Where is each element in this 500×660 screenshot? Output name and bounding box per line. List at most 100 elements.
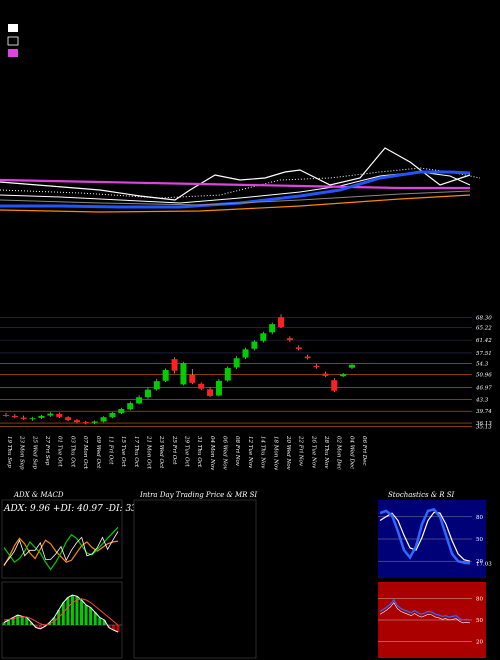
x-tick-label: 11 Fri Oct (107, 436, 113, 465)
x-tick-label: 25 Fri Oct (171, 435, 177, 465)
candle-body (295, 347, 302, 350)
candle-body (331, 380, 338, 391)
panel-adx-title: ADX & MACD (13, 491, 64, 499)
candle-body (207, 389, 214, 396)
price-tick-label: 57.51 (476, 351, 492, 357)
candle-body (304, 356, 311, 359)
panel-intraday: Intra Day Trading Price & MR SI (133, 491, 257, 659)
header-title: (Ni)500 EMAs,Daily,ADX,MACD,R SI,Stochas… (8, 10, 261, 18)
x-tick-label: 02 Mon Dec (336, 436, 342, 470)
mrsi-signal-line (379, 602, 471, 624)
candle-body (109, 412, 116, 418)
candle-body (233, 358, 240, 368)
header-text: (Ni)500 EMAs,Daily,ADX,MACD,R SI,Stochas… (7, 10, 461, 111)
mrsi-line (379, 598, 471, 621)
candle-body (47, 413, 54, 416)
x-tick-label: 18 Mon Nov (272, 436, 278, 471)
x-tick-label: 01 Tue Oct (57, 436, 63, 468)
x-tick-label: 08 Fri Nov (234, 436, 240, 467)
rsi-label: R SI 14/5: 51.98 / 50.54 (7, 70, 92, 78)
x-tick-label: 29 Tue Oct (184, 435, 190, 468)
price-tick-label: 39.74 (476, 409, 492, 415)
adx-lines (3, 526, 119, 571)
intraday-title: Intra Day Trading Price & MR SI (139, 491, 257, 499)
adx-line (3, 531, 119, 566)
candle-body (136, 397, 143, 404)
candle-body (215, 380, 222, 396)
x-tick-label: 31 Thu Oct (196, 436, 202, 468)
ema-white-upper (0, 147, 471, 201)
x-axis-labels: 19 Thu Sep 23 Mon Sep 25 Wed Sep 27 Fri Sep… (6, 435, 367, 471)
x-tick-label: 26 Tue Nov (310, 435, 316, 469)
candle-body (91, 421, 98, 423)
rsi-tick-label: 80 (476, 515, 483, 521)
ema50-label: 50 Day = 50.28 (21, 37, 92, 47)
price-tick-label: 46.97 (475, 385, 492, 391)
macd-label: MACD: 58.48, 55.76, -0.28 C (7, 80, 111, 88)
x-tick-label: 20 Wed Nov (285, 435, 291, 471)
candle-body (100, 417, 107, 422)
ema-blue (0, 170, 471, 209)
candle-body (313, 365, 320, 368)
x-tick-label: 27 Fri Sep (44, 435, 50, 466)
candles (3, 314, 355, 425)
symbol-label: (SAGL) Munoth Cements (372, 10, 461, 18)
x-tick-label: 17 Thu Oct (133, 436, 139, 468)
ema-dotted (0, 167, 481, 199)
candle-body (260, 333, 267, 341)
x-tick-label: 23 Mon Sep (19, 435, 25, 470)
rsi-tick-label: 17.03 (476, 561, 492, 567)
x-tick-label: 06 Fri Dec (361, 436, 367, 465)
price-tick-label: 35.13 (476, 424, 492, 430)
adx-signal-label: ADX signal: BUY Growing @ 9% (7, 103, 123, 111)
x-tick-label: 07 Mon Oct (82, 436, 88, 470)
mrsi-lines: 80 50 20 (378, 596, 483, 646)
x-tick-label: 25 Wed Sep (31, 435, 37, 469)
adx-panel-label: ADX: 9.96 +DI: 40.97 -DI: 33.55 (3, 504, 151, 514)
x-tick-label: 19 Thu Sep (6, 436, 12, 468)
candle-body (269, 324, 276, 333)
price-tick-label: 61.42 (476, 338, 492, 344)
candle-body (38, 415, 45, 418)
rsi-tick-label: 20 (476, 559, 483, 565)
ema-lines (0, 147, 481, 213)
price-grid: 68.30 65.22 61.42 57.51 54.3 50.96 46.97 43.3 39… (0, 316, 492, 430)
close-label: CL: 55.65 (162, 12, 216, 25)
x-tick-label: 15 Tue Oct (120, 436, 126, 468)
stochastics-slow-line (379, 511, 471, 562)
candle-body (322, 373, 329, 376)
minus-di-line (3, 537, 119, 567)
candle-body (3, 414, 9, 416)
mrsi-tick-label: 20 (476, 640, 483, 646)
candle-body (118, 409, 125, 413)
candle-body (349, 364, 355, 368)
candle-body (82, 422, 89, 424)
x-tick-label: 03 Thu Oct (69, 436, 75, 468)
candle-body (127, 403, 134, 410)
mrsi-tick-label: 50 (476, 618, 483, 624)
day-vol-label: Day Vol: 0 M (289, 27, 355, 38)
x-tick-label: 06 Wed Nov (222, 436, 228, 471)
x-tick-label: 28 Thu Nov (323, 435, 329, 469)
candle-body (56, 413, 63, 417)
adx-label: ADX: (MGR) 10, 41, 33.5 (7, 93, 97, 101)
candle-body (65, 417, 72, 421)
stochastics-line (379, 507, 471, 565)
ema20-swatch (8, 24, 18, 32)
plus-di-line (3, 526, 119, 571)
x-tick-label: 12 Tue Nov (247, 436, 253, 469)
macd-lines (2, 594, 122, 633)
price-tick-label: 68.30 (476, 316, 492, 322)
mrsi-tick-label: 80 (476, 596, 483, 602)
price-tick-label: 50.96 (476, 372, 492, 378)
candle-body (286, 338, 293, 341)
x-tick-label: 04 Mon Nov (209, 436, 215, 471)
stochastics-label: Stochastics: 17.03 (8, 60, 74, 68)
macd-signal-line (3, 598, 119, 626)
ema-magenta (0, 178, 470, 190)
ema200-label: 200 Day = 50.14 (20, 50, 81, 58)
ema50-swatch (7, 36, 19, 46)
candle-body (251, 341, 258, 349)
